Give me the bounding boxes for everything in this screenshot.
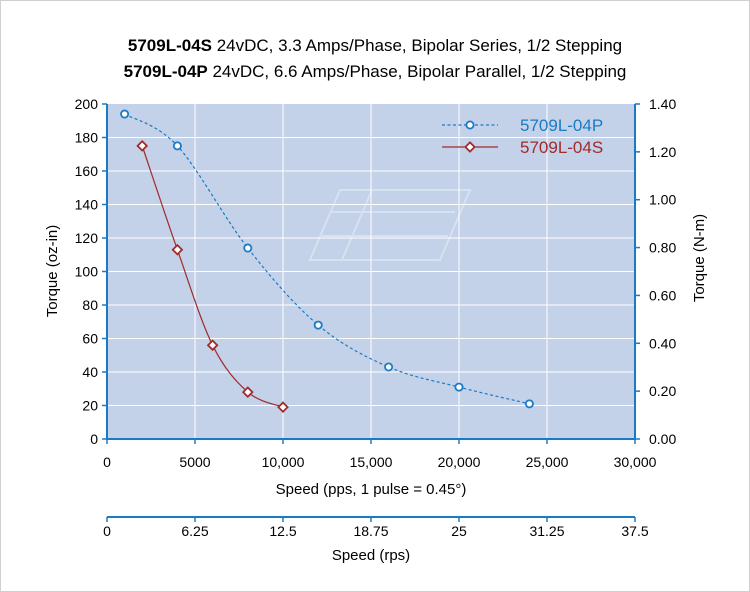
series-layer xyxy=(120,109,534,414)
rps-axis: 0 6.25 12.5 18.75 25 31.25 37.5 xyxy=(103,516,649,539)
y-tick-label: 0 xyxy=(90,431,98,447)
axes: 0 5000 10,000 15,000 20,000 25,000 30,000 0 20 40… xyxy=(75,96,677,470)
y-tick-label: 140 xyxy=(75,197,99,213)
y-tick-label: 60 xyxy=(82,331,98,347)
y-axis-label: Torque (oz-in) xyxy=(44,225,61,318)
series-1 xyxy=(136,140,289,414)
x2-tick-label: 31.25 xyxy=(529,523,564,539)
data-point xyxy=(241,386,254,398)
y2-tick-label: 1.20 xyxy=(649,144,676,160)
y2-tick-label: 0.80 xyxy=(649,240,676,256)
chart-title-line-1: 5709L-04S 24vDC, 3.3 Amps/Phase, Bipolar… xyxy=(127,36,623,55)
data-point xyxy=(465,120,475,130)
x2-tick-label: 12.5 xyxy=(269,523,296,539)
y-tick-label: 100 xyxy=(75,264,99,280)
y-tick-label: 20 xyxy=(82,398,98,414)
data-point xyxy=(384,362,394,372)
x2-tick-label: 6.25 xyxy=(181,523,208,539)
y2-tick-label: 1.40 xyxy=(649,96,676,112)
y-tick-label: 200 xyxy=(75,96,99,112)
data-point xyxy=(206,339,219,352)
x2-tick-label: 18.75 xyxy=(353,523,388,539)
x-axis-label: Speed (pps, 1 pulse = 0.45°) xyxy=(276,481,467,498)
data-point xyxy=(277,401,289,414)
data-point xyxy=(120,109,130,119)
y-tick-label: 180 xyxy=(75,130,99,146)
y2-tick-label: 0.20 xyxy=(649,383,676,399)
x-tick-label: 30,000 xyxy=(614,454,657,470)
x-tick-label: 15,000 xyxy=(350,454,393,470)
legend-label: 5709L-04P xyxy=(520,116,603,135)
x-tick-label: 0 xyxy=(103,454,111,470)
x2-tick-label: 0 xyxy=(103,523,111,539)
y2-tick-label: 0.40 xyxy=(649,335,676,351)
y2-tick-label: 1.00 xyxy=(649,192,676,208)
y-tick-label: 120 xyxy=(75,230,99,246)
y2-axis-label: Torque (N-m) xyxy=(691,214,708,302)
y-tick-label: 80 xyxy=(82,297,98,313)
x2-axis-label: Speed (rps) xyxy=(332,547,410,564)
series-line xyxy=(141,145,284,408)
data-point xyxy=(313,320,323,330)
x2-tick-label: 37.5 xyxy=(621,523,648,539)
data-point xyxy=(136,140,149,152)
data-point xyxy=(524,399,534,409)
data-point xyxy=(171,243,184,256)
y2-tick-label: 0.00 xyxy=(649,431,676,447)
legend-label: 5709L-04S xyxy=(520,138,603,157)
x-tick-label: 25,000 xyxy=(526,454,569,470)
y2-tick-label: 0.60 xyxy=(649,287,676,303)
y-tick-label: 40 xyxy=(82,364,98,380)
series-0 xyxy=(120,109,534,409)
data-point xyxy=(454,382,464,392)
x-tick-label: 5000 xyxy=(179,454,210,470)
watermark-logo xyxy=(308,189,472,261)
chart-title-line-2: 5709L-04P 24vDC, 6.6 Amps/Phase, Bipolar… xyxy=(123,62,627,81)
x-tick-label: 10,000 xyxy=(262,454,305,470)
data-point xyxy=(172,141,182,151)
y-tick-label: 160 xyxy=(75,163,99,179)
data-point xyxy=(243,243,253,253)
data-point xyxy=(464,141,476,153)
x-tick-label: 20,000 xyxy=(438,454,481,470)
x2-tick-label: 25 xyxy=(451,523,467,539)
legend: 5709L-04P 5709L-04S xyxy=(442,116,603,157)
